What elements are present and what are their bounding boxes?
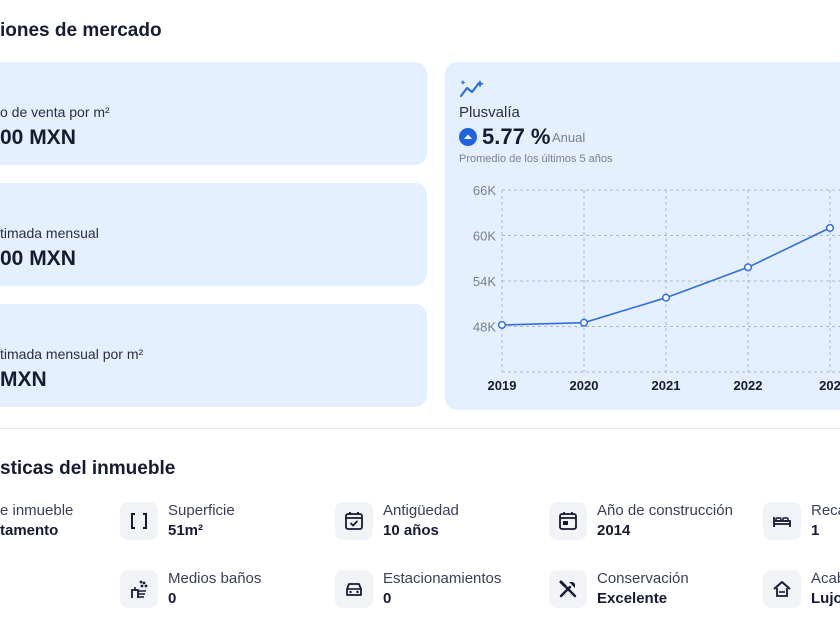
feature-title: Superficie (168, 502, 235, 519)
market-section-title: iones de mercado (0, 20, 162, 41)
x-tick-label: 2019 (488, 378, 517, 393)
monthly-rent-card: timada mensual 00 MXN (0, 183, 427, 286)
feature-title: Conservación (597, 570, 689, 587)
y-tick-label: 54K (473, 274, 496, 289)
y-tick-label: 48K (473, 320, 496, 335)
data-point (743, 263, 753, 272)
calendar-check-icon (335, 502, 373, 540)
x-tick-label: 2020 (570, 378, 599, 393)
data-point (825, 223, 835, 232)
plusvalia-card: Plusvalía 5.77 % Anual Promedio de los ú… (445, 62, 840, 410)
sale-price-label: o de venta por m² (0, 104, 110, 120)
data-point (497, 320, 507, 330)
sparkle-trend-icon (459, 78, 487, 105)
feature-title: Acab (811, 570, 840, 587)
feature-value: tamento (0, 522, 59, 539)
monthly-rent-value: 00 MXN (0, 247, 76, 270)
x-tick-label: 202 (819, 378, 840, 393)
y-tick-label: 60K (473, 229, 496, 244)
data-point (661, 293, 671, 302)
sale-price-card: o de venta por m² 00 MXN (0, 62, 427, 165)
feature-title: Año de construcción (597, 502, 733, 519)
calendar-icon (549, 502, 587, 540)
feature-title: Medios baños (168, 570, 262, 587)
plusvalia-title: Plusvalía (459, 104, 520, 121)
sale-price-value: 00 MXN (0, 126, 76, 149)
data-point (579, 318, 589, 327)
feature-title: Antigüedad (383, 502, 459, 519)
rent-per-m2-card: timada mensual por m² MXN (0, 304, 427, 407)
y-tick-label: 66K (473, 183, 496, 198)
feature-value: 0 (383, 590, 392, 607)
feature-value: 2014 (597, 522, 631, 539)
tools-icon (549, 570, 587, 608)
feature-value: Excelente (597, 590, 668, 607)
plusvalia-percent: 5.77 % (482, 124, 551, 149)
monthly-rent-label: timada mensual (0, 225, 99, 241)
car-icon (335, 570, 373, 608)
feature-value: Lujo (811, 590, 840, 607)
section-divider (0, 428, 840, 429)
feature-title: Reca (811, 502, 840, 519)
feature-value: 51m² (168, 522, 204, 539)
x-tick-label: 2021 (652, 378, 681, 393)
arrow-up-icon (459, 128, 477, 146)
feature-value: 10 años (383, 522, 439, 539)
feature-value: 1 (811, 522, 820, 539)
rent-per-m2-label: timada mensual por m² (0, 346, 144, 362)
feature-title: Estacionamientos (383, 570, 502, 587)
feature-value: 0 (168, 590, 177, 607)
features-section-title: sticas del inmueble (0, 458, 176, 479)
area-brackets-icon (120, 502, 158, 540)
bed-icon (763, 502, 801, 540)
house-icon (763, 570, 801, 608)
feature-title: e inmueble (0, 502, 74, 519)
shower-icon (120, 570, 158, 608)
plusvalia-note: Promedio de los últimos 5 años (459, 153, 613, 165)
rent-per-m2-value: MXN (0, 368, 47, 391)
plusvalia-chart: 66K 60K 54K 48K 2019 2020 2021 2022 202 (473, 183, 840, 393)
x-tick-label: 2022 (734, 378, 763, 393)
plusvalia-period: Anual (552, 130, 586, 145)
